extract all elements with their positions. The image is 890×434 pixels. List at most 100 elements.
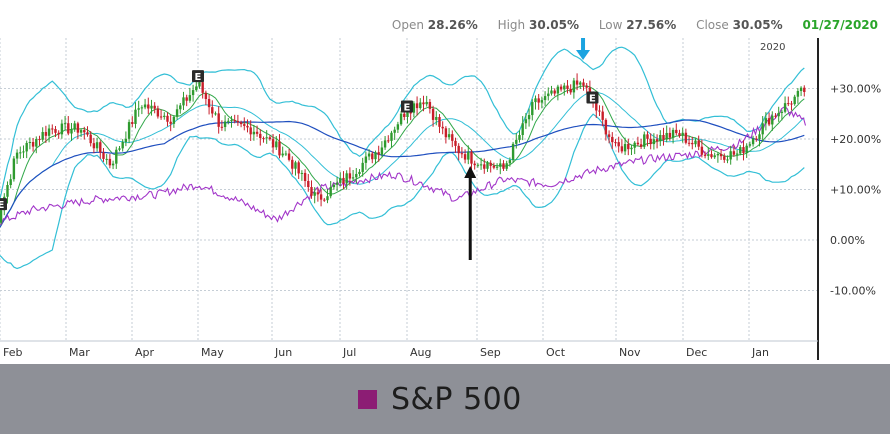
candle-body: [35, 139, 38, 147]
sp500-line: [0, 106, 807, 225]
bollinger-mid-line: [0, 91, 805, 228]
candle-body: [230, 119, 233, 121]
candle-body: [175, 109, 179, 117]
candle-body: [454, 140, 457, 146]
candle-body: [707, 154, 710, 156]
x-tick-label: May: [201, 346, 224, 359]
candle-body: [598, 110, 601, 112]
candle-body: [556, 86, 560, 94]
candle-body: [694, 140, 697, 145]
candle-body: [703, 154, 707, 156]
candle-body: [278, 141, 281, 156]
candle-body: [262, 138, 265, 140]
candle-body: [92, 143, 96, 149]
candle-body: [83, 130, 86, 133]
candle-body: [348, 173, 352, 179]
candle-body: [799, 87, 803, 92]
candle-body: [22, 151, 25, 153]
candle-body: [467, 151, 470, 160]
candle-body: [438, 117, 441, 127]
candle-body: [716, 154, 720, 156]
candle-body: [108, 158, 112, 166]
candle-body: [105, 158, 108, 160]
candle-body: [550, 90, 553, 94]
candle-body: [51, 128, 54, 130]
candle-body: [662, 134, 665, 140]
candle-body: [121, 141, 124, 149]
candle-body: [719, 154, 723, 157]
candle-body: [73, 123, 76, 130]
candle-body: [793, 96, 796, 105]
candle-body: [67, 123, 70, 134]
candle-body: [124, 138, 128, 142]
y-tick-label: +10.00%: [830, 184, 881, 197]
candle-body: [665, 132, 668, 140]
candle-body: [143, 104, 147, 108]
candle-body: [342, 177, 345, 184]
high-value: 30.05%: [529, 18, 579, 32]
candle-body: [313, 192, 316, 196]
candle-body: [486, 162, 489, 169]
candle-body: [476, 164, 480, 166]
candle-body: [345, 173, 348, 184]
candle-body: [79, 130, 83, 133]
candle-body: [246, 125, 249, 128]
candle-body: [239, 122, 243, 125]
candle-body: [364, 156, 368, 163]
candle-body: [19, 152, 22, 154]
candle-body: [687, 142, 691, 144]
candle-body: [601, 111, 604, 120]
candle-body: [460, 153, 464, 155]
candle-body: [291, 159, 294, 169]
legend-swatch: [358, 390, 377, 409]
earnings-marker-label: E: [404, 102, 411, 113]
candle-body: [511, 143, 515, 161]
candle-body: [531, 102, 534, 116]
high-label: High: [497, 18, 526, 32]
candle-body: [131, 122, 134, 124]
candle-body: [633, 142, 636, 148]
candle-body: [191, 90, 195, 96]
legend: S&P 500: [358, 382, 522, 417]
candle-body: [575, 80, 579, 85]
price-chart[interactable]: E E E E 2020 +30.00% +20.00% +10.00% 0.00% -10.…: [0, 38, 890, 364]
candle-body: [150, 105, 153, 109]
candle-body: [604, 119, 608, 135]
candle-body: [732, 151, 736, 155]
candle-body: [12, 158, 16, 180]
candle-body: [102, 152, 105, 159]
candle-body: [582, 82, 585, 86]
candle-body: [390, 132, 393, 141]
earnings-marker-box: [586, 91, 599, 104]
candle-body: [790, 103, 793, 105]
earnings-marker-box: [0, 198, 7, 211]
y-tick-label: -10.00%: [830, 285, 876, 298]
candle-body: [534, 98, 537, 103]
candle-body: [371, 153, 374, 160]
candle-body: [207, 99, 211, 108]
y-tick-label: +30.00%: [830, 83, 881, 96]
candle-body: [339, 177, 342, 183]
candle-body: [553, 90, 556, 94]
candle-body: [572, 80, 576, 93]
candle-body: [611, 136, 614, 143]
candle-body: [137, 108, 140, 110]
candle-body: [627, 144, 630, 150]
earnings-markers: E E E E: [0, 70, 599, 211]
candle-body: [377, 152, 380, 155]
candle-body: [745, 145, 748, 154]
candle-body: [57, 132, 60, 135]
candle-body: [742, 147, 745, 154]
candle-body: [479, 164, 483, 166]
candle-body: [447, 134, 451, 138]
candle-body: [463, 154, 467, 160]
candle-body: [678, 133, 681, 136]
candle-body: [310, 187, 313, 196]
candle-body: [639, 144, 643, 147]
candle-body: [233, 119, 236, 121]
y-tick-label: +20.00%: [830, 133, 881, 146]
candle-body: [422, 102, 425, 105]
candle-body: [115, 149, 118, 164]
candle-body: [691, 142, 694, 145]
candle-body: [726, 159, 729, 161]
